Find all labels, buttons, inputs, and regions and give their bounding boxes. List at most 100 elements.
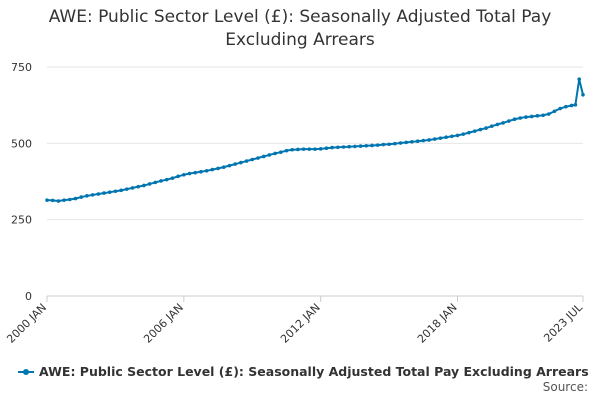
data-point[interactable] <box>438 136 443 140</box>
legend[interactable]: AWE: Public Sector Level (£): Seasonally… <box>18 364 589 379</box>
data-point[interactable] <box>45 198 49 202</box>
data-point[interactable] <box>125 187 129 191</box>
data-point[interactable] <box>546 112 551 116</box>
gridlines <box>47 66 583 297</box>
data-point[interactable] <box>182 172 186 177</box>
data-point[interactable] <box>113 189 118 194</box>
data-point[interactable] <box>330 145 334 150</box>
data-point[interactable] <box>313 147 317 151</box>
data-point[interactable] <box>244 159 249 163</box>
data-point[interactable] <box>444 135 448 140</box>
data-point[interactable] <box>68 197 72 202</box>
data-point[interactable] <box>284 148 289 153</box>
data-point[interactable] <box>398 141 403 145</box>
data-point[interactable] <box>455 133 460 138</box>
data-point[interactable] <box>56 199 61 203</box>
data-point[interactable] <box>210 167 215 172</box>
data-point[interactable] <box>577 77 581 82</box>
data-point[interactable] <box>581 92 585 97</box>
data-point[interactable] <box>90 193 95 197</box>
data-point[interactable] <box>387 142 391 147</box>
data-point[interactable] <box>119 188 123 193</box>
data-point[interactable] <box>301 147 306 151</box>
data-point[interactable] <box>512 117 517 122</box>
series-group <box>45 77 585 203</box>
data-point[interactable] <box>176 174 180 179</box>
data-point[interactable] <box>233 162 237 166</box>
data-point[interactable] <box>336 145 340 150</box>
data-point[interactable] <box>159 179 163 183</box>
data-point[interactable] <box>415 139 420 143</box>
data-point[interactable] <box>507 119 511 123</box>
data-point[interactable] <box>79 195 84 199</box>
data-point[interactable] <box>50 198 55 203</box>
data-point[interactable] <box>427 138 431 142</box>
data-point[interactable] <box>341 145 346 149</box>
data-point[interactable] <box>484 126 488 130</box>
x-tick-label: 2023 JUL <box>541 300 585 344</box>
data-point[interactable] <box>421 138 426 143</box>
data-point[interactable] <box>318 147 323 151</box>
data-point[interactable] <box>518 116 523 120</box>
data-point[interactable] <box>450 134 454 139</box>
data-point[interactable] <box>62 198 66 202</box>
data-point[interactable] <box>573 103 578 107</box>
data-point[interactable] <box>170 176 175 180</box>
data-point[interactable] <box>393 141 397 146</box>
data-point[interactable] <box>472 129 477 133</box>
data-point[interactable] <box>529 114 534 119</box>
data-point[interactable] <box>467 130 471 135</box>
data-point[interactable] <box>358 144 363 148</box>
data-point[interactable] <box>375 143 380 147</box>
data-point[interactable] <box>216 166 220 171</box>
data-point[interactable] <box>564 104 568 109</box>
data-point[interactable] <box>478 127 483 132</box>
data-point[interactable] <box>541 113 545 118</box>
data-point[interactable] <box>147 182 152 186</box>
data-point[interactable] <box>347 144 352 149</box>
data-point[interactable] <box>569 103 574 108</box>
data-point[interactable] <box>489 124 494 129</box>
data-point[interactable] <box>142 183 146 188</box>
data-point[interactable] <box>535 114 540 118</box>
data-point[interactable] <box>221 165 226 169</box>
data-point[interactable] <box>353 144 357 149</box>
data-point[interactable] <box>381 142 386 147</box>
data-point[interactable] <box>261 154 266 159</box>
data-point[interactable] <box>164 177 169 182</box>
data-point[interactable] <box>273 151 277 156</box>
data-point[interactable] <box>501 121 505 125</box>
data-point[interactable] <box>461 132 466 136</box>
data-point[interactable] <box>558 106 562 111</box>
data-point[interactable] <box>204 169 209 173</box>
data-point[interactable] <box>552 109 557 114</box>
data-point[interactable] <box>524 115 528 119</box>
data-point[interactable] <box>239 160 243 165</box>
data-point[interactable] <box>107 190 112 194</box>
data-point[interactable] <box>267 153 272 157</box>
data-point[interactable] <box>136 184 141 189</box>
data-point[interactable] <box>227 163 232 168</box>
data-point[interactable] <box>256 156 260 160</box>
data-point[interactable] <box>96 192 101 196</box>
data-point[interactable] <box>250 157 255 162</box>
data-point[interactable] <box>404 140 409 145</box>
data-point[interactable] <box>370 143 374 148</box>
data-point[interactable] <box>130 186 135 190</box>
data-point[interactable] <box>324 146 329 151</box>
data-point[interactable] <box>193 170 198 175</box>
data-point[interactable] <box>278 150 283 154</box>
data-point[interactable] <box>290 147 294 152</box>
data-point[interactable] <box>410 140 414 144</box>
data-point[interactable] <box>199 169 203 174</box>
data-point[interactable] <box>153 180 158 185</box>
data-point[interactable] <box>307 147 312 151</box>
data-point[interactable] <box>187 171 192 176</box>
data-point[interactable] <box>432 137 437 141</box>
data-point[interactable] <box>364 143 369 148</box>
data-point[interactable] <box>73 196 78 201</box>
data-point[interactable] <box>495 122 500 127</box>
data-point[interactable] <box>102 191 106 195</box>
data-point[interactable] <box>85 194 89 198</box>
data-point[interactable] <box>296 147 300 152</box>
